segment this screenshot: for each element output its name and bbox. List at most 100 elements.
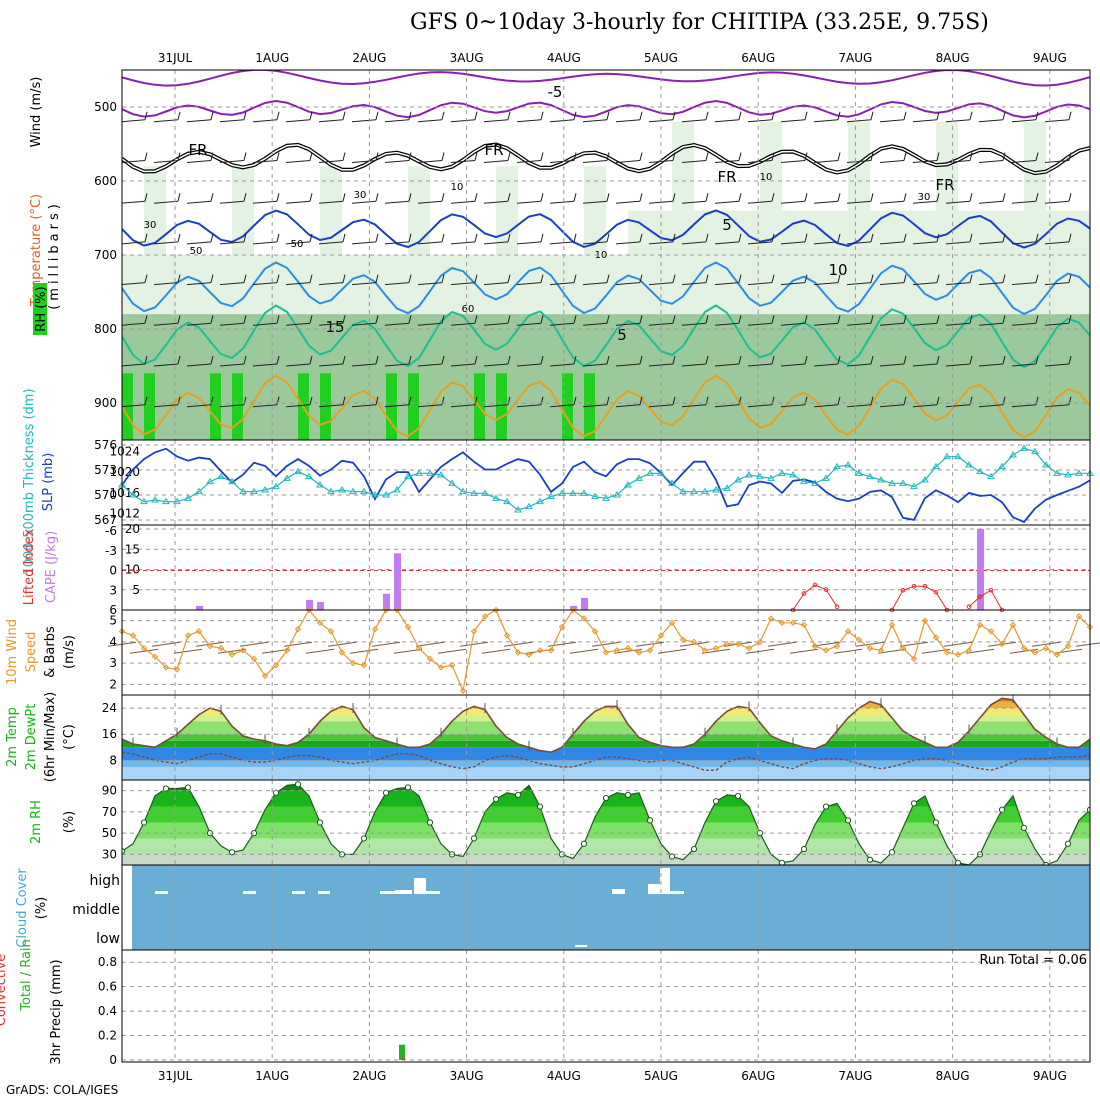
- thickness-marker: [151, 496, 159, 503]
- surface-wind-barb: [833, 648, 863, 654]
- upper-wind-barb: [582, 282, 608, 286]
- thickness-marker: [756, 472, 764, 480]
- rh-dark-shade: [232, 373, 243, 440]
- upper-wind-barb: [780, 160, 806, 163]
- upper-wind-barb: [285, 322, 311, 326]
- upper-wind-barb-feather: [243, 274, 247, 283]
- upper-wind-barb: [483, 200, 509, 204]
- upper-wind-barb: [879, 200, 905, 204]
- upper-wind-barb: [615, 282, 641, 286]
- lifted-index-marker: [812, 582, 818, 588]
- upper-wind-barb: [1011, 160, 1037, 163]
- upper-wind-barb-feather: [705, 355, 709, 365]
- wind-speed-marker: [492, 606, 500, 614]
- wind-speed-marker: [701, 647, 709, 654]
- upper-wind-barb: [648, 363, 674, 367]
- thickness-marker: [1020, 444, 1028, 451]
- temp-band: [122, 721, 1090, 735]
- upper-wind-barb-feather: [144, 193, 148, 202]
- upper-wind-barb: [846, 363, 872, 367]
- wind-speed-marker: [932, 634, 940, 641]
- upper-wind-barb: [384, 160, 410, 163]
- upper-wind-barb-feather: [144, 111, 148, 120]
- rh-legend-swatch: [33, 283, 47, 335]
- upper-wind-barb-feather: [705, 233, 709, 243]
- rh-mid-shade: [804, 314, 826, 440]
- upper-wind-barb-feather: [177, 233, 181, 243]
- upper-wind-barb: [450, 322, 476, 326]
- wind-speed-marker: [283, 647, 291, 654]
- upper-wind-barb-feather: [210, 152, 214, 161]
- upper-wind-barb-feather: [573, 111, 577, 120]
- upper-wind-barb-feather: [870, 355, 874, 365]
- upper-wind-barb-feather: [606, 193, 610, 202]
- upper-wind-barb: [681, 363, 707, 367]
- cloud-block: [292, 891, 305, 894]
- cloud-block: [426, 891, 440, 894]
- upper-wind-barb-feather: [375, 274, 379, 283]
- upper-wind-barb-feather: [573, 193, 577, 202]
- upper-wind-barb: [945, 241, 971, 245]
- wind-speed-marker: [954, 651, 962, 658]
- upper-wind-barb-feather: [276, 355, 280, 365]
- thickness-marker: [1075, 469, 1083, 476]
- page-title: GFS 0~10day 3-hourly for CHITIPA (33.25E…: [410, 10, 989, 35]
- upper-wind-barb-feather: [474, 233, 478, 243]
- upper-wind-barb-feather: [210, 111, 214, 120]
- upper-wind-barb: [318, 200, 344, 204]
- upper-wind-barb-feather: [408, 315, 412, 324]
- wind-axis-label: Wind (m/s): [29, 77, 44, 148]
- upper-wind-barb: [978, 119, 1004, 123]
- cloud-block: [395, 890, 412, 894]
- upper-wind-barb: [978, 363, 1004, 367]
- upper-wind-barb: [582, 241, 608, 245]
- wind-speed-marker: [800, 621, 808, 629]
- surface-wind-barb: [591, 641, 621, 647]
- upper-wind-barb-feather: [474, 193, 478, 202]
- temp-plot: [122, 695, 1090, 780]
- upper-wind-barb-feather: [243, 111, 247, 120]
- upper-wind-barb: [186, 119, 212, 123]
- upper-wind-barb: [351, 119, 377, 123]
- temp-axis-label-line2: 2m DewPt: [24, 704, 39, 771]
- wind-axis-label-line3: & Barbs: [43, 626, 58, 678]
- wind-speed-marker: [613, 647, 621, 654]
- upper-wind-barb: [252, 404, 278, 408]
- thickness-marker: [657, 469, 665, 476]
- thickness-marker: [712, 486, 720, 493]
- surface-wind-barb: [371, 641, 401, 647]
- wind-speed-marker: [272, 662, 280, 669]
- cape-bar: [383, 593, 390, 610]
- upper-wind-barb: [780, 282, 806, 286]
- rh-marker: [228, 849, 236, 856]
- thickness-marker: [723, 484, 731, 491]
- upper-wind-barb-feather: [375, 355, 379, 365]
- upper-wind-barb-feather: [243, 315, 247, 324]
- upper-wind-barb-feather: [969, 315, 973, 324]
- upper-wind-barb: [1044, 363, 1070, 367]
- temp-contour-15: [122, 304, 1090, 369]
- rh-marker: [910, 800, 918, 807]
- cape-tick-label: 10: [125, 563, 140, 577]
- upper-wind-barb: [648, 404, 674, 408]
- upper-wind-barb: [450, 160, 476, 163]
- wind-speed-marker: [591, 628, 599, 635]
- upper-wind-barb-feather: [771, 233, 775, 243]
- thickness-marker: [294, 467, 302, 475]
- upper-wind-barb-feather: [408, 233, 412, 243]
- temp-band: [122, 734, 1090, 741]
- upper-wind-barb: [483, 282, 509, 286]
- upper-wind-barb: [153, 363, 179, 367]
- thickness-marker: [602, 494, 610, 501]
- upper-wind-barb-feather: [1035, 233, 1039, 243]
- thickness-marker: [459, 487, 467, 495]
- thickness-marker: [591, 492, 599, 500]
- upper-wind-barb: [351, 160, 377, 163]
- thickness-marker: [360, 487, 368, 495]
- upper-wind-barb: [186, 322, 212, 326]
- thickness-tick-label: 570: [94, 488, 117, 502]
- lifted-index-marker: [977, 594, 983, 600]
- cape-bar: [196, 605, 203, 610]
- upper-wind-barb: [516, 200, 542, 204]
- thickness-marker: [217, 472, 225, 480]
